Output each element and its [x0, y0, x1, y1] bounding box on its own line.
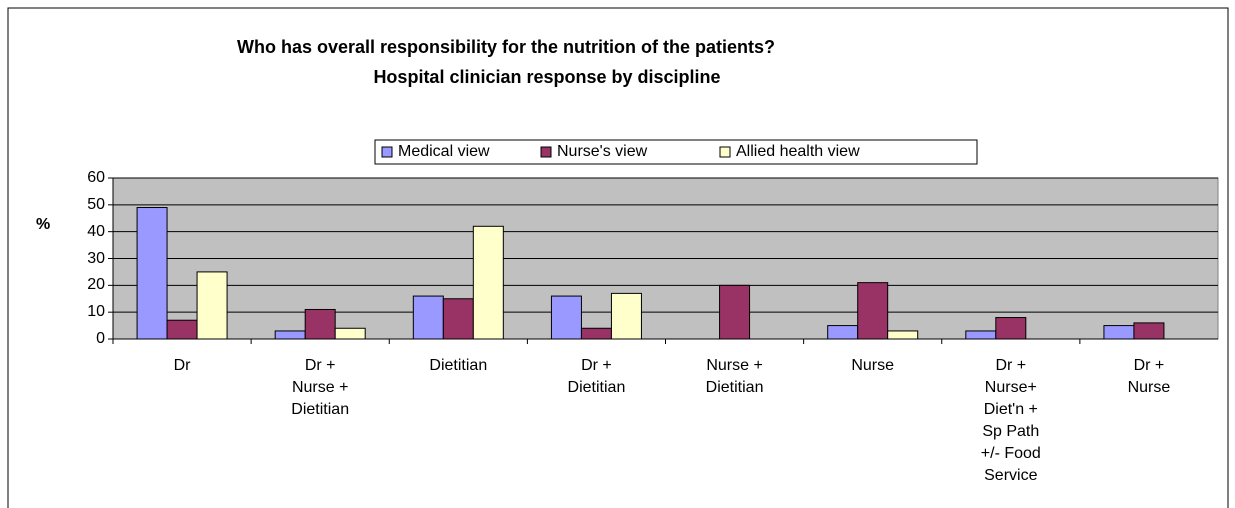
x-tick-label: Dr: [173, 357, 191, 374]
bar: [550, 295, 582, 340]
bar: [580, 327, 612, 340]
y-tick-label: 30: [87, 249, 105, 267]
x-tick-label: Dr + Nurse + Dietitian: [291, 357, 350, 418]
y-tick-label: 50: [87, 195, 105, 213]
x-tick-label: Dr + Nurse: [1127, 357, 1171, 396]
legend-swatch: [540, 146, 552, 158]
legend-label: Medical view: [398, 143, 490, 160]
bar: [136, 207, 168, 340]
bar: [857, 282, 889, 340]
bar: [887, 330, 919, 340]
bar: [166, 319, 198, 340]
legend-label: Allied health view: [736, 143, 860, 160]
legend-label: Nurse's view: [557, 143, 648, 160]
bar: [719, 284, 751, 340]
y-axis-label: %: [36, 216, 51, 233]
bar: [610, 292, 642, 340]
frame: [7, 7, 1229, 508]
bar: [965, 330, 997, 340]
legend-swatch: [381, 146, 393, 158]
x-tick-label: Nurse: [851, 357, 895, 374]
bar: [274, 330, 306, 340]
bar: [1103, 325, 1135, 340]
y-tick-label: 60: [87, 169, 105, 186]
x-tick-label: Dr + Nurse+ Diet'n + Sp Path +/- Food Se…: [980, 357, 1041, 484]
bar: [995, 317, 1027, 340]
chart-subtitle: Hospital clinician response by disciplin…: [373, 67, 721, 87]
y-tick-label: 20: [87, 276, 105, 294]
legend-box: [374, 139, 978, 165]
y-tick-label: 0: [96, 330, 105, 347]
bar: [442, 298, 474, 340]
x-tick-label: Nurse + Dietitian: [705, 357, 764, 396]
x-tick-label: Dietitian: [429, 357, 488, 374]
legend-swatch: [719, 146, 731, 158]
y-tick-label: 40: [87, 222, 105, 240]
bar: [304, 308, 336, 340]
bar: [196, 271, 228, 340]
bar: [412, 295, 444, 340]
bar: [827, 325, 859, 340]
x-tick-label: Dr + Dietitian: [567, 357, 626, 396]
chart-title: Who has overall responsibility for the n…: [236, 37, 776, 57]
bar: [1133, 322, 1165, 340]
bar: [334, 327, 366, 340]
y-tick-label: 10: [87, 303, 105, 321]
bar: [472, 225, 504, 340]
